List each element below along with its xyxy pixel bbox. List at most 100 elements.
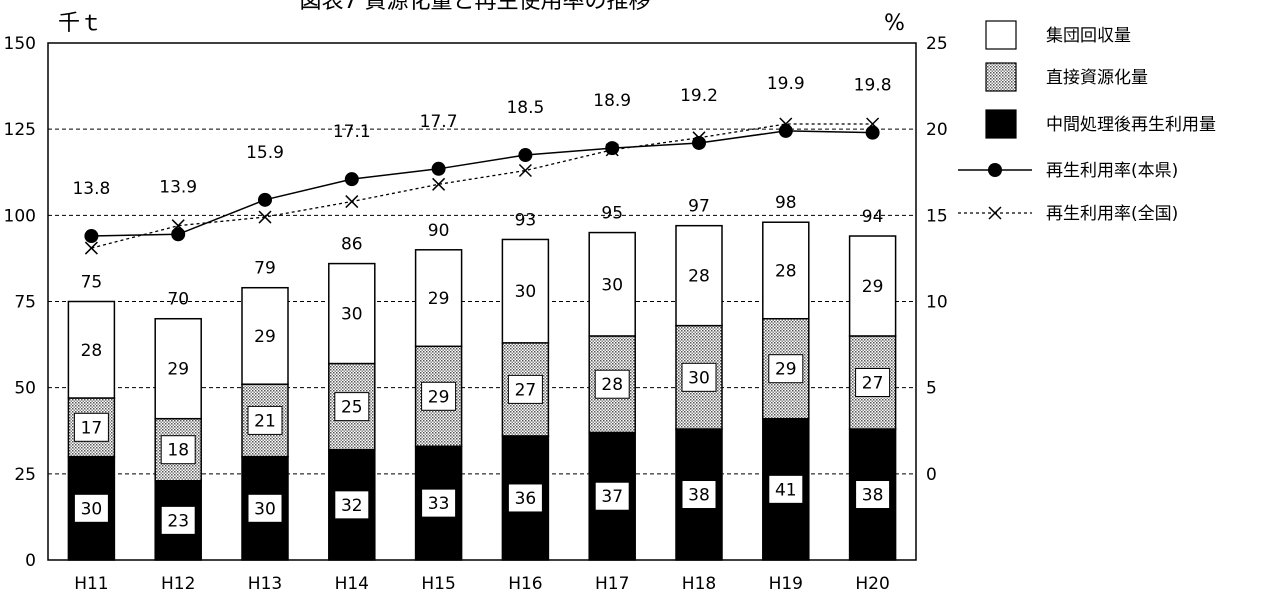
- point-prefecture: [778, 123, 793, 138]
- data-label-rate: 18.5: [506, 98, 544, 118]
- y-tick-label: 50: [14, 379, 36, 399]
- legend-swatch: [985, 20, 1017, 50]
- data-label-direct: 21: [254, 411, 276, 431]
- data-label-collection: 28: [81, 341, 103, 361]
- y-tick-label: 25: [14, 465, 36, 485]
- y-tick-label: 150: [4, 34, 36, 54]
- point-national: [432, 177, 446, 191]
- data-label-box: [160, 505, 196, 535]
- bar-segment-collection: [67, 300, 116, 399]
- x-tick-label: H15: [421, 574, 455, 594]
- x-tick-label: H17: [595, 574, 629, 594]
- y2-tick-label: 25: [926, 34, 948, 54]
- data-label-total: 86: [341, 235, 363, 255]
- x-tick-label: H12: [161, 574, 195, 594]
- data-label-collection: 29: [428, 289, 450, 309]
- bar-segment-collection: [762, 221, 810, 320]
- data-label-direct: 30: [688, 368, 710, 388]
- data-label-processed: 30: [254, 499, 276, 519]
- point-national: [518, 163, 532, 178]
- data-label-box: [594, 481, 630, 511]
- point-national: [605, 143, 619, 157]
- y2-tick-label: 0: [926, 465, 937, 485]
- x-tick-label: H20: [855, 574, 889, 594]
- legend-label: 直接資源化量: [1046, 68, 1148, 88]
- legend-label: 再生利用率(本県): [1046, 161, 1178, 181]
- x-tick-label: H11: [74, 574, 108, 594]
- data-label-box: [855, 480, 891, 510]
- data-label-total: 93: [515, 210, 537, 230]
- data-label-processed: 37: [601, 487, 623, 507]
- data-label-box: [507, 483, 543, 513]
- point-prefecture: [605, 141, 620, 156]
- data-label-direct: 27: [515, 380, 537, 400]
- legend-swatch: [985, 109, 1017, 139]
- point-national: [866, 117, 880, 131]
- x-tick-label: H14: [335, 574, 369, 594]
- data-label-processed: 38: [862, 486, 884, 506]
- x-tick-label: H18: [682, 574, 716, 594]
- data-label-box: [73, 493, 109, 523]
- data-label-processed: 38: [688, 486, 710, 506]
- data-label-collection: 30: [341, 305, 363, 325]
- data-label-collection: 30: [601, 275, 623, 295]
- data-label-rate: 17.1: [333, 122, 371, 142]
- point-prefecture: [518, 148, 533, 163]
- legend-swatch: [985, 62, 1017, 92]
- data-label-direct: 17: [81, 418, 103, 438]
- data-label-rate: 17.7: [420, 112, 458, 132]
- data-label-total: 98: [775, 193, 797, 213]
- legend-marker-national: [988, 206, 1002, 220]
- data-label-collection: 29: [862, 277, 884, 297]
- data-label-box: [507, 374, 543, 404]
- data-label-processed: 30: [81, 499, 103, 519]
- line-national: [91, 123, 873, 249]
- point-national: [779, 117, 793, 131]
- legend-label: 集団回収量: [1046, 26, 1131, 46]
- data-label-box: [247, 405, 283, 435]
- data-label-box: [681, 480, 717, 510]
- data-label-collection: 29: [254, 327, 276, 347]
- data-label-direct: 18: [167, 441, 189, 461]
- data-label-box: [681, 362, 717, 392]
- y2-tick-label: 10: [926, 293, 948, 313]
- data-label-rate: 19.8: [854, 76, 892, 96]
- bar-segment-collection: [414, 249, 463, 348]
- data-label-box: [768, 354, 804, 384]
- y-tick-label: 100: [4, 206, 36, 226]
- data-label-total: 90: [428, 221, 450, 241]
- data-label-box: [594, 369, 630, 399]
- data-label-box: [421, 381, 457, 411]
- data-label-direct: 29: [428, 387, 450, 407]
- data-label-collection: 28: [775, 261, 797, 281]
- left-axis-unit: 千ｔ: [58, 11, 102, 36]
- y-tick-label: 75: [14, 293, 36, 313]
- data-label-box: [855, 367, 891, 397]
- legend-label: 中間処理後再生利用量: [1046, 115, 1216, 135]
- data-label-total: 79: [254, 259, 276, 279]
- bar-segment-collection: [848, 235, 897, 337]
- point-national: [171, 219, 185, 233]
- data-label-collection: 29: [167, 360, 189, 380]
- bar-segment-collection: [675, 224, 723, 327]
- data-label-total: 95: [601, 204, 623, 224]
- bar-segment-collection: [501, 238, 550, 344]
- point-prefecture: [84, 229, 99, 244]
- bar-segment-collection: [154, 317, 202, 420]
- point-prefecture: [865, 125, 880, 140]
- point-national: [345, 195, 359, 209]
- data-label-processed: 41: [775, 480, 797, 500]
- data-label-box: [421, 488, 457, 518]
- x-tick-label: H16: [508, 574, 542, 594]
- data-label-total: 75: [81, 273, 103, 293]
- bar-segment-collection: [328, 262, 376, 365]
- data-label-direct: 27: [862, 373, 884, 393]
- data-label-total: 94: [862, 207, 884, 227]
- y2-tick-label: 15: [926, 206, 948, 226]
- data-label-processed: 32: [341, 496, 363, 516]
- data-label-direct: 28: [601, 375, 623, 395]
- y2-tick-label: 5: [926, 379, 937, 399]
- x-tick-label: H13: [248, 574, 282, 594]
- point-prefecture: [431, 161, 446, 176]
